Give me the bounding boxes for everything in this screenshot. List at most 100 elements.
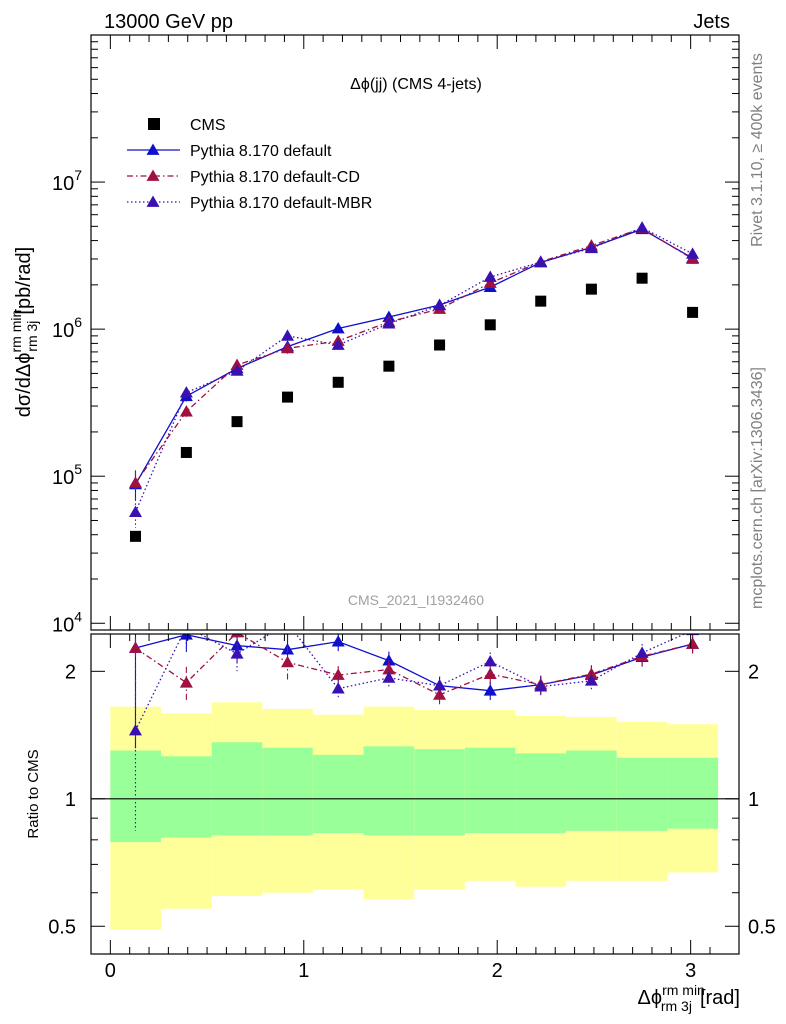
pythia-8-170-default-mbr-point-7 (483, 270, 497, 282)
pythia-8-170-default-cd-ratio-point-0 (128, 641, 142, 653)
cms-point-11 (687, 306, 699, 318)
pythia-8-170-default-cd-point-3 (281, 341, 295, 354)
pythia-8-170-default-mbr-ratio-point-9 (584, 674, 598, 686)
pythia-8-170-default-mbr-ratio-point-5 (382, 671, 396, 683)
band-inner-3 (262, 747, 313, 836)
main-y-tick-label: 105 (52, 461, 82, 489)
pythia-8-170-default-line (134, 228, 693, 485)
pythia-8-170-default-cd-ratio-point-7 (483, 667, 497, 679)
pythia-8-170-default-cd-point-0 (128, 476, 142, 488)
main-frame (90, 34, 740, 631)
pythia-8-170-default-mbr-ratio-point-8 (534, 680, 548, 692)
cms-point-0 (129, 530, 141, 542)
cms-point-6 (434, 339, 446, 351)
ratio-y-tick-label: 2 (65, 661, 76, 683)
header-right: Jets (693, 11, 730, 33)
main-panel: 104 105 106 107 Δϕ(jj) (CMS 4-jets) CMS_202… (8, 34, 740, 636)
ratio-panel: 0.5 0.5 1 1 2 2 0 1 2 3 Ratio to CMS Δϕrm min rm 3… (25, 617, 776, 1014)
band-inner-4 (312, 754, 364, 834)
band-inner-5 (363, 746, 415, 836)
x-tick-label: 1 (298, 960, 309, 982)
cms-point-1 (180, 446, 192, 458)
pythia-8-170-default-ratio-line (135, 634, 693, 692)
pythia-8-170-default-mbr-ratio-point-10 (635, 646, 649, 658)
pythia-8-170-default-ratio-point-7 (483, 684, 497, 696)
pythia-8-170-default-mbr-point-8 (534, 255, 548, 267)
legend-item-pythia-8-170-default-mbr: Pythia 8.170 default-MBR (127, 195, 372, 212)
cms-point-5 (383, 360, 395, 372)
pythia-8-170-default-mbr-point-9 (584, 241, 598, 254)
band-inner-1 (161, 756, 212, 838)
cms-point-9 (585, 283, 597, 295)
x-tick-label: 2 (492, 960, 503, 982)
x-axis-label: Δϕrm min rm 3j [rad] (638, 982, 741, 1014)
y-axis-label: dσ/dΔϕrm minrm 3j[pb/rad] (8, 247, 40, 417)
ratio-y-tick-label-right: 1 (748, 789, 759, 811)
legend-label: CMS (190, 117, 226, 134)
ratio-y-tick-label-right: 2 (748, 661, 759, 683)
pythia-8-170-default-mbr-point-5 (382, 317, 396, 329)
legend-marker (146, 195, 160, 207)
main-y-tick-label: 107 (52, 167, 82, 195)
pythia-8-170-default-cd-ratio-point-9 (584, 667, 598, 679)
pythia-8-170-default-cd-ratio-point-5 (382, 662, 396, 675)
legend-marker (148, 118, 160, 130)
ratio-y-tick-label: 1 (65, 789, 76, 811)
pythia-8-170-default-cd-ratio-point-3 (281, 655, 295, 668)
pythia-8-170-default-cd-ratio-point-4 (331, 668, 345, 680)
ratio-y-tick-label-right: 0.5 (748, 916, 776, 938)
pythia-8-170-default-mbr-line (134, 226, 693, 513)
band-inner-6 (414, 749, 465, 836)
cms-point-4 (332, 376, 344, 388)
main-y-tick-label: 104 (52, 608, 82, 636)
band-inner-0 (110, 750, 162, 843)
pythia-8-170-default-cd-point-7 (483, 276, 497, 288)
pythia-8-170-default-mbr-point-3 (281, 329, 295, 341)
band-inner-7 (464, 747, 516, 834)
x-tick-label: 0 (105, 960, 116, 982)
band-inner-9 (566, 750, 617, 831)
cms-point-8 (535, 295, 547, 307)
legend-item-pythia-8-170-default-cd: Pythia 8.170 default-CD (127, 169, 360, 186)
pythia-8-170-default-mbr-point-0 (128, 505, 142, 517)
legend-marker (146, 143, 160, 155)
legend: CMS Pythia 8.170 default Pythia 8.170 defa… (127, 117, 372, 212)
pythia-8-170-default-mbr-ratio-point-2 (230, 647, 244, 659)
pythia-8-170-default-cd-ratio-point-11 (686, 637, 700, 649)
ratio-y-label: Ratio to CMS (25, 749, 42, 838)
cms-point-10 (636, 272, 648, 284)
cms-point-7 (484, 319, 496, 331)
cms-point-3 (282, 391, 294, 403)
pythia-8-170-default-point-4 (331, 321, 345, 334)
x-tick-label: 3 (685, 960, 696, 982)
pythia-8-170-default-mbr-ratio-point-4 (331, 682, 345, 694)
mcplots-label: mcplots.cern.ch [arXiv:1306.3436] (749, 367, 766, 609)
pythia-8-170-default-cd-line (134, 227, 693, 484)
pythia-8-170-default-ratio-point-5 (382, 654, 396, 666)
pythia-8-170-default-cd-point-1 (179, 405, 193, 417)
pythia-8-170-default-mbr-ratio-point-0 (128, 723, 142, 736)
ratio-y-tick-label: 0.5 (48, 916, 76, 938)
pythia-8-170-default-mbr-point-11 (686, 247, 700, 259)
pythia-8-170-default-mbr-point-2 (230, 364, 244, 376)
pythia-8-170-default-mbr-ratio-point-3 (281, 617, 294, 628)
pythia-8-170-default-cd-ratio-line (135, 634, 693, 696)
pythia-8-170-default-mbr-ratio-point-6 (433, 679, 447, 691)
cms-point-2 (231, 416, 243, 428)
main-title: Δϕ(jj) (CMS 4-jets) (350, 76, 482, 93)
pythia-8-170-default-mbr-point-6 (433, 298, 447, 311)
legend-label: Pythia 8.170 default-CD (190, 169, 360, 186)
band-inner-2 (211, 742, 263, 836)
pythia-8-170-default-mbr-ratio-point-7 (483, 654, 497, 667)
legend-marker (146, 169, 160, 181)
legend-label: Pythia 8.170 default-MBR (190, 195, 372, 212)
y-axis-label-text: dσ/dΔϕrm minrm 3j[pb/rad] (8, 247, 40, 417)
pythia-8-170-default-mbr-point-4 (331, 338, 345, 350)
legend-label: Pythia 8.170 default (190, 143, 332, 160)
legend-item-cms: CMS (148, 117, 226, 134)
legend-item-pythia-8-170-default: Pythia 8.170 default (127, 143, 332, 160)
pythia-8-170-default-ratio-point-1 (179, 634, 193, 640)
pythia-8-170-default-cd-ratio-point-1 (179, 676, 193, 688)
band-inner-11 (667, 757, 719, 829)
